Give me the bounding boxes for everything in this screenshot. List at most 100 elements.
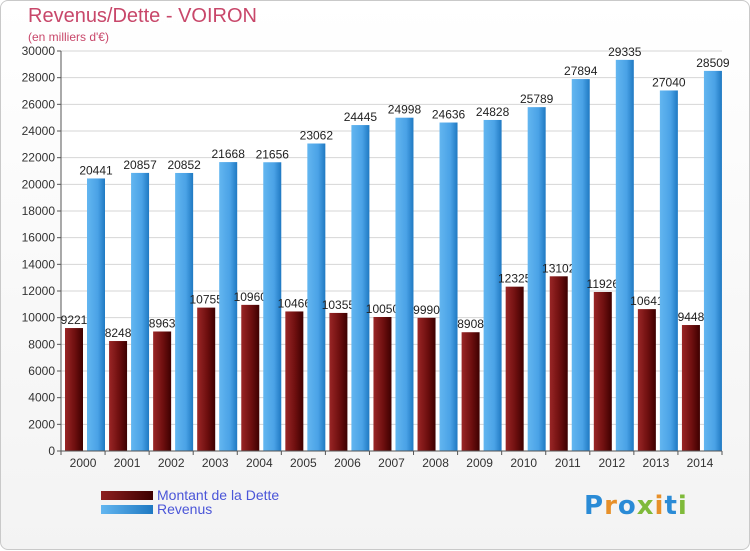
proxiti-logo: Proxiti [584, 491, 688, 521]
data-label: 24636 [432, 108, 466, 122]
y-tick-label: 0 [48, 444, 55, 458]
x-tick-label: 2001 [114, 456, 141, 470]
bar-revenus [175, 172, 194, 451]
bar-dette [153, 331, 172, 451]
bar-dette [285, 311, 304, 451]
data-label: 23062 [300, 129, 334, 143]
chart-subtitle: (en milliers d'€) [28, 30, 109, 44]
data-label: 20857 [123, 158, 157, 172]
bar-revenus [87, 178, 105, 451]
bar-revenus [615, 59, 634, 451]
data-label: 8908 [457, 317, 484, 331]
bar-dette [109, 341, 128, 451]
x-tick-label: 2000 [70, 456, 97, 470]
x-axis: 2000 2001 2002 2003 2004 2005 2006 2007 2008 2009… [60, 450, 723, 470]
x-tick-label: 2012 [598, 456, 625, 470]
legend-label-dette: Montant de la Dette [157, 487, 280, 503]
bar-dette [329, 312, 348, 451]
legend-swatch-revenus [101, 504, 153, 514]
bar-dette [681, 325, 700, 451]
data-label: 8248 [105, 326, 132, 340]
bar-revenus [703, 70, 722, 451]
x-tick-label: 2006 [334, 456, 361, 470]
x-tick-label: 2014 [687, 456, 714, 470]
data-label: 10050 [366, 302, 400, 316]
chart-title: Revenus/Dette - VOIRON [28, 5, 257, 27]
bar-dette [637, 309, 656, 451]
data-label: 24828 [476, 105, 510, 119]
y-tick-label: 12000 [22, 284, 56, 298]
plot-area [61, 51, 722, 451]
logo-letter: o [617, 491, 637, 521]
y-tick-label: 24000 [22, 124, 56, 138]
data-label: 8963 [149, 316, 176, 330]
data-label: 13102 [542, 261, 576, 275]
data-label: 27040 [652, 75, 686, 89]
legend-label-revenus: Revenus [157, 501, 213, 517]
logo-letter: i [677, 491, 688, 521]
grid-lines [61, 50, 722, 452]
data-label: 24445 [344, 110, 378, 124]
data-label: 10466 [278, 296, 312, 310]
y-tick-label: 30000 [22, 44, 56, 58]
bar-revenus [263, 162, 282, 451]
bar-revenus [351, 125, 370, 452]
x-tick-label: 2007 [378, 456, 405, 470]
bar-revenus [483, 119, 502, 452]
x-tick-label: 2005 [290, 456, 317, 470]
bar-dette [593, 291, 612, 451]
bar-revenus [571, 79, 590, 451]
bar-revenus [659, 90, 678, 451]
bar-revenus [131, 172, 150, 451]
data-label: 10641 [630, 294, 664, 308]
x-tick-label: 2008 [422, 456, 449, 470]
y-tick-label: 18000 [22, 204, 56, 218]
logo-letter: P [584, 491, 605, 521]
y-tick-label: 4000 [28, 391, 55, 405]
y-tick-label: 8000 [28, 337, 55, 351]
bar-revenus [439, 122, 458, 452]
x-tick-label: 2010 [510, 456, 537, 470]
logo-letter: x [636, 491, 655, 521]
bar-revenus [395, 117, 414, 452]
bar-dette [65, 328, 83, 451]
y-tick-label: 6000 [28, 364, 55, 378]
bar-dette [549, 276, 568, 451]
data-label: 9221 [61, 313, 88, 327]
y-tick-label: 14000 [22, 257, 56, 271]
data-label: 9990 [413, 303, 440, 317]
logo-letter: r [604, 491, 618, 521]
bar-revenus [219, 162, 238, 452]
bar-dette [505, 286, 524, 451]
bar-revenus [307, 143, 326, 452]
x-tick-label: 2013 [643, 456, 670, 470]
y-tick-label: 16000 [22, 231, 56, 245]
y-tick-label: 20000 [22, 177, 56, 191]
data-label: 21668 [212, 147, 246, 161]
x-tick-label: 2011 [555, 456, 581, 470]
legend-item-dette: Montant de la Dette [101, 487, 280, 503]
legend-swatch-dette [101, 490, 153, 500]
logo-letter: t [664, 491, 678, 521]
y-tick-label: 26000 [22, 97, 56, 111]
data-label: 28509 [696, 56, 730, 70]
x-tick-label: 2002 [158, 456, 185, 470]
y-tick-label: 28000 [22, 71, 56, 85]
bar-dette [373, 317, 392, 451]
data-label: 24998 [388, 103, 422, 117]
x-tick-label: 2003 [202, 456, 229, 470]
data-label: 10755 [190, 293, 224, 307]
legend-item-revenus: Revenus [101, 501, 213, 517]
logo-letter: i [654, 491, 665, 521]
bar-dette [417, 317, 436, 451]
y-axis: 0 2000 4000 6000 8000 10000 12000 14000 16000 180… [22, 44, 62, 458]
x-tick-label: 2009 [466, 456, 493, 470]
data-label: 21656 [256, 147, 290, 161]
bars: 9221 20441 8248 20857 8963 20852 10755 21668 109… [61, 45, 730, 452]
bar-dette [197, 307, 216, 451]
data-label: 27894 [564, 64, 598, 78]
y-tick-label: 10000 [22, 311, 56, 325]
data-label: 10355 [322, 298, 356, 312]
